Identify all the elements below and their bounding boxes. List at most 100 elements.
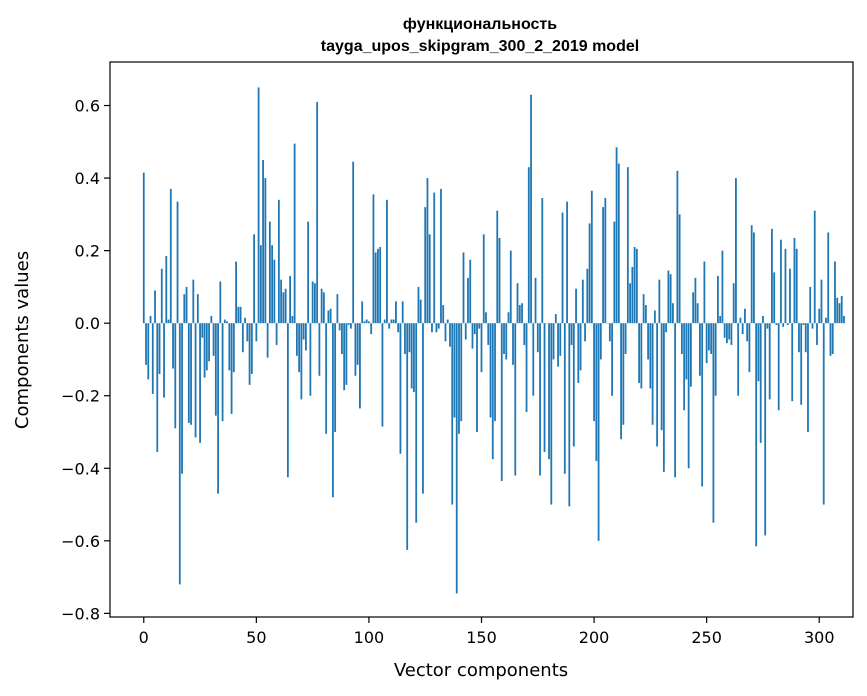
bar-59 bbox=[275, 323, 278, 345]
bar-61 bbox=[280, 279, 283, 324]
bar-249 bbox=[703, 261, 706, 324]
bar-277 bbox=[766, 323, 769, 329]
bar-122 bbox=[417, 286, 420, 324]
bar-109 bbox=[388, 323, 391, 329]
bar-311 bbox=[843, 315, 845, 324]
bar-205 bbox=[604, 198, 607, 324]
bar-156 bbox=[494, 323, 496, 422]
bar-306 bbox=[831, 323, 834, 355]
bar-245 bbox=[694, 277, 697, 324]
bar-230 bbox=[660, 323, 663, 431]
bar-237 bbox=[676, 170, 679, 324]
bar-276 bbox=[764, 323, 767, 536]
bar-180 bbox=[548, 323, 550, 460]
bar-107 bbox=[383, 319, 386, 324]
bar-171 bbox=[527, 167, 530, 324]
bar-160 bbox=[503, 323, 505, 355]
bar-9 bbox=[163, 323, 165, 398]
bar-183 bbox=[554, 314, 557, 324]
bar-13 bbox=[172, 323, 174, 369]
bar-78 bbox=[318, 323, 321, 376]
y-axis-ticks: −0.8 −0.6 −0.4 −0.2 0.0 0.2 0.4 0.6 bbox=[61, 97, 110, 623]
bar-117 bbox=[406, 323, 409, 550]
bar-99 bbox=[365, 319, 368, 324]
bar-134 bbox=[444, 323, 447, 342]
bar-207 bbox=[608, 323, 611, 342]
bar-214 bbox=[624, 323, 627, 355]
bar-127 bbox=[428, 234, 431, 324]
bar-236 bbox=[674, 323, 677, 478]
x-axis-ticks: 0 50 100 150 200 250 300 bbox=[139, 617, 835, 647]
bar-31 bbox=[212, 323, 215, 356]
bar-280 bbox=[773, 272, 776, 324]
bar-304 bbox=[827, 232, 830, 324]
bar-34 bbox=[219, 281, 222, 324]
bar-90 bbox=[345, 323, 348, 385]
bar-139 bbox=[455, 323, 458, 594]
bar-25 bbox=[199, 323, 201, 443]
bar-284 bbox=[782, 323, 785, 327]
bar-137 bbox=[451, 323, 454, 505]
bar-226 bbox=[651, 323, 654, 425]
bar-126 bbox=[426, 178, 429, 324]
bar-294 bbox=[804, 323, 807, 353]
bar-310 bbox=[840, 295, 843, 324]
bar-239 bbox=[680, 323, 683, 355]
bar-46 bbox=[246, 323, 249, 342]
bar-176 bbox=[539, 323, 541, 476]
bar-3 bbox=[149, 315, 152, 324]
bar-219 bbox=[635, 248, 638, 324]
bar-57 bbox=[271, 245, 274, 324]
chart-title-line-2: tayga_upos_skipgram_300_2_2019 model bbox=[321, 38, 639, 55]
bar-163 bbox=[509, 250, 512, 324]
bar-95 bbox=[356, 323, 359, 365]
bar-288 bbox=[791, 323, 794, 402]
bar-12 bbox=[169, 188, 172, 324]
bar-195 bbox=[581, 279, 584, 324]
bar-53 bbox=[262, 159, 264, 324]
bar-158 bbox=[498, 237, 501, 324]
bar-4 bbox=[151, 323, 154, 394]
bar-37 bbox=[226, 321, 228, 324]
bar-155 bbox=[491, 323, 494, 460]
bar-111 bbox=[392, 319, 395, 324]
bar-188 bbox=[566, 201, 568, 324]
bar-63 bbox=[284, 288, 287, 324]
bar-204 bbox=[602, 207, 604, 324]
bar-164 bbox=[512, 323, 514, 365]
bar-157 bbox=[496, 210, 499, 324]
bar-233 bbox=[667, 270, 670, 324]
bar-91 bbox=[347, 323, 350, 325]
bar-246 bbox=[696, 303, 699, 324]
bar-293 bbox=[802, 323, 805, 325]
bar-263 bbox=[735, 178, 737, 324]
bar-41 bbox=[235, 261, 237, 324]
bar-289 bbox=[793, 237, 796, 324]
bar-269 bbox=[748, 323, 751, 373]
bar-167 bbox=[518, 305, 521, 324]
bar-187 bbox=[563, 323, 566, 474]
bar-68 bbox=[295, 323, 298, 356]
bar-166 bbox=[516, 283, 519, 324]
bar-175 bbox=[536, 323, 539, 353]
bar-279 bbox=[771, 228, 773, 324]
bar-229 bbox=[658, 279, 661, 324]
bar-213 bbox=[622, 323, 625, 425]
bar-192 bbox=[575, 288, 577, 324]
bar-47 bbox=[248, 323, 251, 385]
bar-98 bbox=[363, 321, 366, 324]
bar-244 bbox=[692, 292, 695, 324]
bar-275 bbox=[762, 315, 764, 324]
x-tick-label: 250 bbox=[691, 628, 722, 647]
bar-296 bbox=[809, 286, 812, 324]
bar-257 bbox=[721, 250, 724, 324]
bar-146 bbox=[471, 323, 474, 349]
bar-152 bbox=[485, 312, 487, 324]
bar-220 bbox=[638, 323, 641, 384]
bar-274 bbox=[759, 323, 762, 443]
x-axis-label: Vector components bbox=[394, 660, 568, 681]
bar-92 bbox=[350, 323, 352, 329]
bar-290 bbox=[795, 248, 798, 324]
bar-54 bbox=[264, 178, 267, 324]
bar-260 bbox=[728, 323, 731, 340]
